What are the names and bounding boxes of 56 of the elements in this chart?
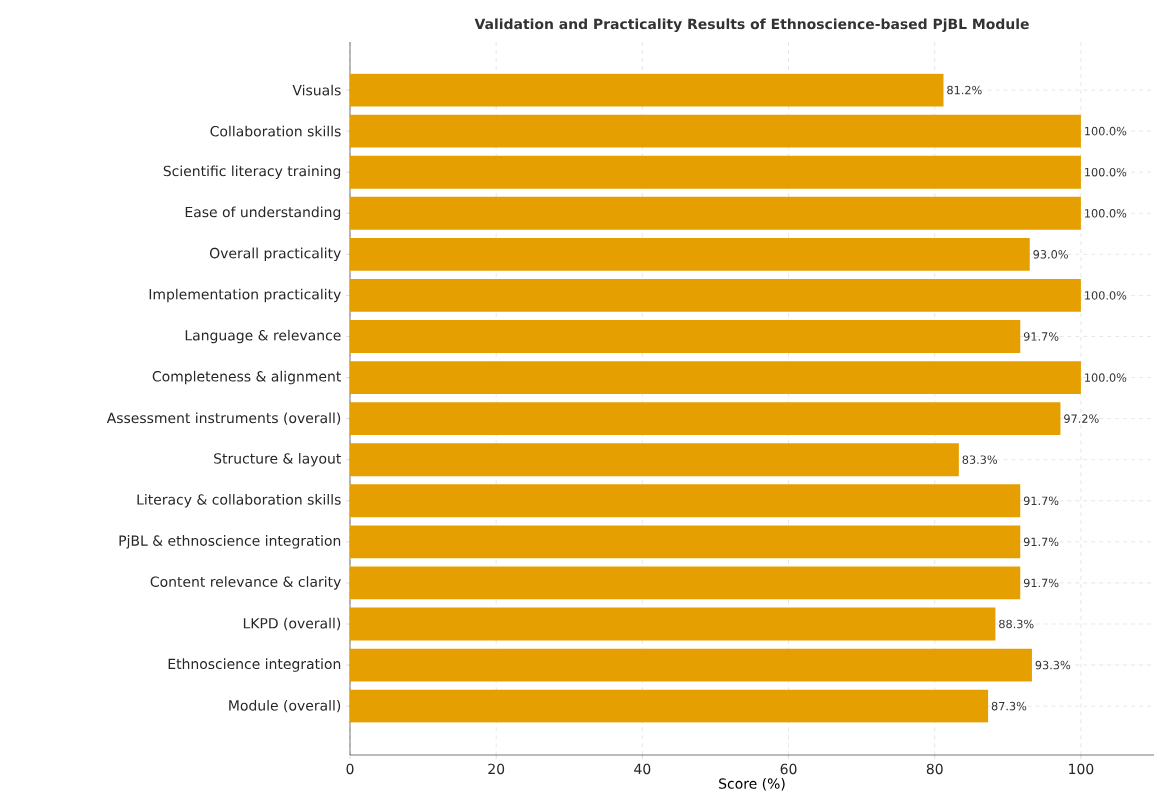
y-tick-label: Literacy & collaboration skills — [137, 494, 341, 508]
x-tick-label: 100 — [1069, 763, 1094, 775]
data-label: 91.7% — [1023, 496, 1059, 506]
x-tick-label: 60 — [780, 763, 797, 775]
data-label: 100.0% — [1085, 291, 1127, 300]
x-tick-label: 20 — [488, 763, 505, 775]
y-tick-label: Module (overall) — [229, 699, 341, 713]
data-label: 81.2% — [947, 85, 982, 95]
bar — [350, 320, 1021, 353]
data-label: 100.0% — [1085, 126, 1127, 136]
y-tick-label: Ease of understanding — [185, 206, 341, 221]
bar — [350, 155, 1081, 189]
y-tick-label: Content relevance & clarity — [150, 576, 341, 590]
bar — [350, 443, 959, 477]
y-tick-label: Overall practicality — [210, 247, 341, 262]
y-tick-label: Scientific literacy training — [163, 165, 341, 179]
y-tick-label: Visuals — [292, 84, 341, 96]
bar — [350, 689, 989, 723]
data-label: 88.3% — [999, 619, 1034, 629]
y-tick-label: LKPD (overall) — [243, 617, 341, 631]
y-tick-label: Language & relevance — [185, 329, 341, 344]
data-label: 91.7% — [1023, 537, 1059, 547]
bar — [350, 402, 1061, 436]
chart-title: Validation and Practicality Results of Ethnoscience-based PjBL Module — [474, 18, 1029, 32]
bar — [350, 525, 1021, 559]
bar — [350, 237, 1030, 271]
x-tick-label: 80 — [926, 763, 943, 775]
bar — [350, 361, 1081, 394]
bar — [350, 278, 1081, 312]
bar — [350, 566, 1021, 600]
y-tick-label: Ethnoscience integration — [168, 658, 341, 672]
y-tick-label: PjBL & ethnoscience integration — [119, 535, 341, 549]
y-tick-label: Structure & layout — [214, 452, 341, 467]
data-label: 100.0% — [1085, 167, 1127, 177]
x-axis-title: Score (%) — [719, 778, 785, 791]
bar — [350, 484, 1021, 518]
x-tick-label: 40 — [634, 763, 651, 775]
data-label: 93.0% — [1033, 250, 1068, 259]
bar — [350, 607, 996, 641]
bar — [350, 73, 944, 107]
data-label: 87.3% — [991, 701, 1027, 711]
data-label: 93.3% — [1035, 660, 1071, 670]
data-label: 83.3% — [962, 455, 998, 464]
data-label: 91.7% — [1023, 332, 1059, 341]
bar — [350, 648, 1032, 682]
bar — [350, 196, 1081, 230]
data-label: 100.0% — [1085, 373, 1127, 382]
x-tick-label: 0 — [346, 763, 354, 775]
data-label: 97.2% — [1064, 414, 1099, 423]
y-tick-label: Completeness & alignment — [152, 370, 341, 385]
data-label: 100.0% — [1085, 209, 1127, 218]
y-tick-label: Collaboration skills — [210, 125, 341, 137]
y-tick-label: Implementation practicality — [149, 288, 341, 303]
data-label: 91.7% — [1023, 578, 1059, 588]
bar — [350, 114, 1081, 148]
y-tick-label: Assessment instruments (overall) — [106, 412, 341, 425]
